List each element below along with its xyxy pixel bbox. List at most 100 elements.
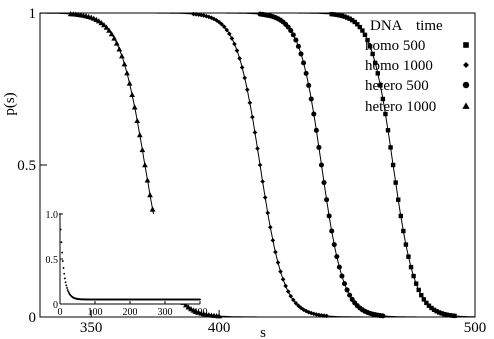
data-point — [331, 242, 337, 248]
data-point — [313, 127, 319, 133]
data-point — [293, 37, 299, 43]
data-point — [318, 162, 325, 168]
data-point — [247, 100, 253, 106]
data-point — [219, 21, 224, 27]
data-point — [301, 60, 307, 66]
inset-x-tick-label: 100 — [88, 307, 103, 318]
data-point — [329, 228, 335, 234]
data-point — [339, 13, 345, 19]
data-point — [301, 307, 306, 312]
data-point — [290, 32, 296, 38]
data-point — [142, 162, 148, 168]
data-point — [311, 111, 317, 117]
x-tick-label: 500 — [464, 320, 487, 336]
data-point — [108, 31, 115, 37]
data-point — [227, 31, 232, 37]
data-point — [232, 41, 237, 47]
x-tick-label: 350 — [80, 320, 103, 336]
data-point — [257, 162, 263, 168]
data-point — [224, 27, 230, 33]
data-point — [357, 24, 363, 30]
data-point — [103, 24, 110, 30]
y-tick-label: 0 — [29, 310, 37, 326]
inset-y-tick-label: 1.0 — [46, 210, 59, 221]
data-point — [347, 16, 352, 21]
data-point — [131, 104, 138, 110]
data-point — [288, 28, 294, 34]
inset-frame — [60, 214, 200, 304]
data-point — [136, 132, 143, 138]
data-point — [288, 293, 294, 299]
data-point — [452, 313, 457, 319]
data-point — [295, 43, 301, 49]
data-point — [242, 75, 248, 81]
data-point — [291, 297, 296, 303]
data-point — [306, 82, 312, 88]
data-point — [147, 192, 153, 198]
data-point — [144, 177, 151, 183]
series-markers-1 — [329, 11, 457, 319]
legend-marker — [463, 62, 469, 68]
data-point — [365, 37, 370, 43]
legend-label: hetero 1000 — [365, 99, 436, 115]
data-point — [390, 162, 396, 168]
data-point — [116, 46, 123, 52]
data-point — [303, 70, 309, 76]
series-markers-2 — [191, 11, 329, 319]
data-point — [329, 11, 334, 17]
data-point — [98, 19, 105, 26]
data-point — [341, 281, 348, 287]
inset-data-point — [64, 281, 67, 284]
data-point — [324, 313, 329, 319]
inset-data-point — [65, 284, 68, 287]
data-point — [383, 111, 388, 117]
data-point — [129, 91, 135, 98]
data-point — [449, 313, 455, 318]
data-point — [308, 96, 314, 102]
data-point — [121, 61, 128, 67]
inset-data-point — [58, 212, 62, 216]
data-point — [334, 254, 340, 260]
data-point — [111, 35, 118, 41]
data-point — [436, 310, 442, 315]
data-point — [398, 213, 403, 219]
data-point — [419, 292, 424, 298]
y-tick-label: 0.5 — [17, 158, 36, 174]
inset-data-point — [63, 272, 66, 275]
data-point — [216, 313, 222, 319]
data-point — [370, 51, 375, 57]
data-point — [349, 296, 355, 302]
inset-data-point — [62, 266, 65, 270]
data-point — [411, 273, 416, 279]
y-tick-label: 1 — [29, 6, 37, 22]
inset-x-tick-label: 200 — [123, 307, 138, 318]
data-point — [380, 96, 386, 102]
data-point — [429, 305, 434, 311]
data-point — [401, 228, 406, 234]
data-point — [362, 32, 368, 38]
data-point — [265, 210, 271, 216]
legend-label: homo 1000 — [365, 58, 433, 74]
data-point — [424, 300, 429, 306]
data-point — [293, 300, 299, 306]
y-axis-label: p(s) — [2, 92, 18, 115]
data-point — [426, 303, 432, 308]
data-point — [378, 83, 383, 88]
data-point — [285, 289, 291, 294]
legend-label: homo 500 — [365, 38, 425, 54]
data-point — [275, 260, 281, 265]
data-point — [413, 281, 419, 286]
inset-chart: 0 100 200 300 400 0 0.5 1.0 — [46, 210, 208, 318]
data-point — [375, 71, 380, 76]
data-point — [296, 303, 301, 309]
data-point — [408, 264, 414, 270]
data-point — [262, 195, 268, 200]
data-point — [260, 179, 265, 184]
x-tick-label: 400 — [208, 320, 231, 336]
data-point — [355, 22, 360, 27]
data-point — [298, 51, 304, 57]
data-point — [193, 12, 199, 17]
inset-data-point — [66, 288, 69, 292]
data-point — [334, 12, 340, 18]
